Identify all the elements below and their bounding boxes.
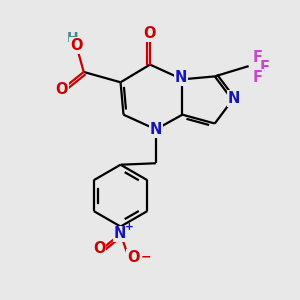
Text: O: O bbox=[56, 82, 68, 97]
Text: O: O bbox=[144, 26, 156, 41]
Text: O: O bbox=[127, 250, 140, 265]
Text: +: + bbox=[124, 222, 133, 233]
Text: O: O bbox=[93, 241, 106, 256]
Text: H: H bbox=[67, 31, 79, 45]
Text: N: N bbox=[228, 91, 240, 106]
Text: N: N bbox=[114, 226, 126, 242]
Text: F: F bbox=[260, 60, 270, 75]
Text: N: N bbox=[150, 122, 162, 137]
Text: N: N bbox=[175, 70, 187, 86]
Text: F: F bbox=[253, 50, 263, 65]
Text: O: O bbox=[70, 38, 82, 53]
Text: −: − bbox=[140, 251, 151, 264]
Text: F: F bbox=[253, 70, 263, 85]
